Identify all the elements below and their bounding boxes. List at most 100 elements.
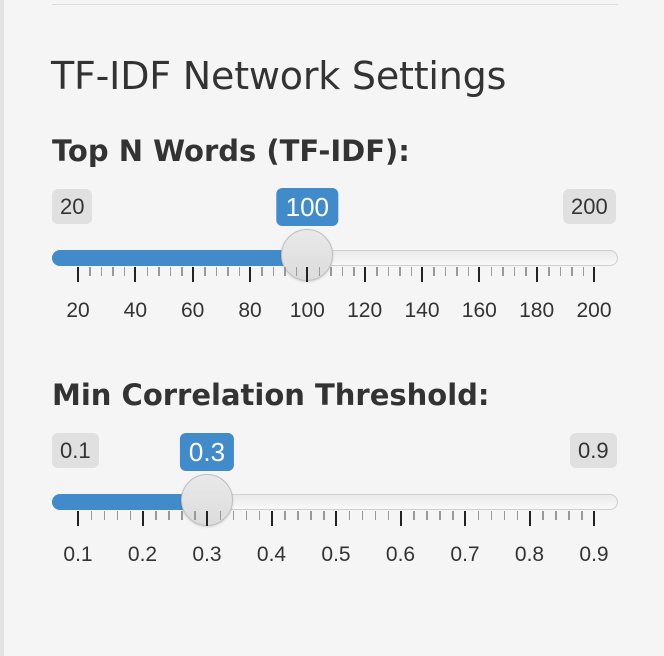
top-n-min-label: 20 bbox=[52, 189, 93, 224]
minor-tick bbox=[456, 267, 458, 276]
minor-tick bbox=[413, 511, 415, 520]
minor-tick bbox=[374, 511, 377, 520]
minor-tick bbox=[410, 267, 413, 276]
major-tick bbox=[77, 267, 79, 282]
tick-label: 140 bbox=[404, 299, 440, 322]
major-tick bbox=[134, 267, 137, 282]
tick-label: 100 bbox=[289, 299, 325, 322]
min-correlation-label: Min Correlation Threshold: bbox=[52, 378, 490, 412]
minor-tick bbox=[513, 267, 516, 276]
minor-tick bbox=[245, 511, 248, 520]
top-n-max-label: 200 bbox=[563, 189, 616, 224]
minor-tick bbox=[181, 511, 183, 520]
major-tick bbox=[399, 511, 402, 526]
minor-tick bbox=[284, 267, 286, 276]
minor-tick bbox=[548, 267, 550, 276]
minor-tick bbox=[215, 267, 218, 276]
tick-label: 0.3 bbox=[192, 543, 222, 566]
minor-tick bbox=[542, 511, 544, 520]
minor-tick bbox=[555, 511, 557, 520]
minor-tick bbox=[490, 267, 493, 276]
minor-tick bbox=[490, 511, 493, 520]
major-tick bbox=[363, 267, 366, 282]
major-tick bbox=[249, 267, 251, 282]
minor-tick bbox=[295, 267, 298, 276]
tick-label: 60 bbox=[180, 299, 205, 322]
minor-tick bbox=[452, 511, 454, 520]
minor-tick bbox=[318, 267, 321, 276]
minor-tick bbox=[219, 511, 222, 520]
section-title: TF-IDF Network Settings bbox=[51, 54, 507, 98]
top-n-slider-fill bbox=[52, 250, 308, 266]
tick-label: 40 bbox=[123, 299, 148, 322]
minor-tick bbox=[89, 267, 91, 276]
min-correlation-max-label: 0.9 bbox=[570, 433, 617, 468]
minor-tick bbox=[194, 511, 196, 520]
minor-tick bbox=[297, 511, 299, 520]
major-tick bbox=[335, 511, 337, 526]
minor-tick bbox=[169, 267, 172, 276]
tick-label: 0.6 bbox=[385, 543, 416, 566]
minor-tick bbox=[559, 267, 562, 276]
minor-tick bbox=[258, 511, 261, 520]
minor-tick bbox=[348, 511, 351, 520]
minor-tick bbox=[261, 267, 263, 276]
minor-tick bbox=[502, 267, 504, 276]
tick-label: 0.4 bbox=[256, 543, 287, 566]
minor-tick bbox=[439, 511, 441, 520]
minor-tick bbox=[116, 511, 119, 520]
tick-label: 20 bbox=[66, 299, 90, 322]
minor-tick bbox=[284, 511, 286, 520]
major-tick bbox=[270, 511, 273, 526]
minor-tick bbox=[399, 267, 401, 276]
tick-label: 160 bbox=[461, 299, 497, 322]
minor-tick bbox=[568, 511, 570, 520]
minor-tick bbox=[100, 267, 103, 276]
minor-tick bbox=[582, 267, 585, 276]
minor-tick bbox=[477, 511, 480, 520]
min-correlation-value-badge: 0.3 bbox=[179, 433, 235, 471]
min-correlation-min-label: 0.1 bbox=[52, 433, 99, 468]
tick-label: 0.8 bbox=[514, 543, 545, 566]
minor-tick bbox=[310, 511, 312, 520]
minor-tick bbox=[112, 267, 114, 276]
top-n-words-label: Top N Words (TF-IDF): bbox=[52, 134, 410, 168]
major-tick bbox=[535, 267, 538, 282]
major-tick bbox=[306, 267, 309, 282]
minor-tick bbox=[516, 511, 519, 520]
minor-tick bbox=[433, 267, 435, 276]
tick-label: 80 bbox=[238, 299, 262, 322]
minor-tick bbox=[272, 267, 275, 276]
minor-tick bbox=[525, 267, 527, 276]
minor-tick bbox=[571, 267, 573, 276]
tick-label: 180 bbox=[519, 299, 555, 322]
minor-tick bbox=[323, 511, 325, 520]
tick-label: 200 bbox=[576, 299, 612, 322]
minor-tick bbox=[227, 267, 229, 276]
major-tick bbox=[191, 267, 194, 282]
minor-tick bbox=[146, 267, 149, 276]
major-tick bbox=[464, 511, 466, 526]
tick-label: 0.1 bbox=[63, 543, 93, 566]
minor-tick bbox=[376, 267, 378, 276]
major-tick bbox=[141, 511, 144, 526]
minor-tick bbox=[90, 511, 93, 520]
minor-tick bbox=[353, 267, 355, 276]
minor-tick bbox=[426, 511, 428, 520]
minor-tick bbox=[387, 511, 390, 520]
minor-tick bbox=[155, 511, 157, 520]
minor-tick bbox=[330, 267, 332, 276]
major-tick bbox=[421, 267, 423, 282]
major-tick bbox=[593, 511, 595, 526]
minor-tick bbox=[181, 267, 183, 276]
tick-label: 0.7 bbox=[450, 543, 480, 566]
panel-left-border bbox=[0, 0, 4, 656]
major-tick bbox=[206, 511, 208, 526]
minor-tick bbox=[103, 511, 106, 520]
minor-tick bbox=[168, 511, 170, 520]
tick-label: 0.2 bbox=[127, 543, 158, 566]
top-n-value-badge: 100 bbox=[276, 188, 339, 226]
tick-label: 120 bbox=[347, 299, 383, 322]
major-tick bbox=[593, 267, 595, 282]
major-tick bbox=[528, 511, 531, 526]
